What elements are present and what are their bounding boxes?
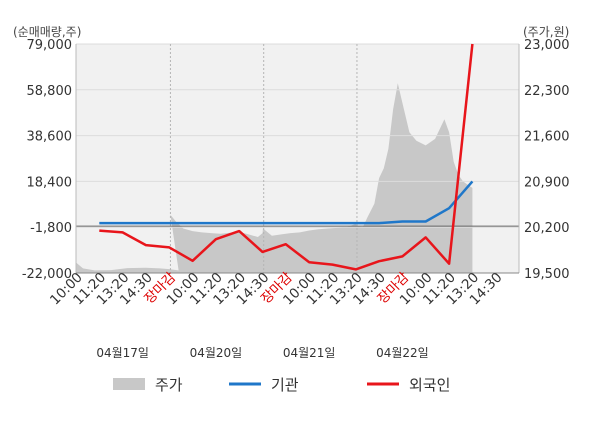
left-tick-label: 38,600 bbox=[27, 130, 73, 145]
left-tick-label: 79,000 bbox=[27, 38, 73, 53]
legend-swatch-price bbox=[113, 378, 145, 390]
legend-label: 기관 bbox=[271, 376, 299, 394]
gridlines bbox=[75, 43, 520, 274]
series-lines bbox=[99, 43, 474, 271]
left-tick-label: -1,800 bbox=[30, 221, 72, 236]
right-tick-label: 23,000 bbox=[524, 38, 570, 53]
series-line-기관 bbox=[99, 180, 474, 225]
left-axis-unit: (순매매량,주) bbox=[13, 25, 81, 39]
date-label: 04월21일 bbox=[283, 346, 336, 360]
left-tick-label: -22,000 bbox=[22, 267, 72, 282]
price-area bbox=[76, 83, 473, 273]
right-tick-label: 19,500 bbox=[524, 267, 570, 282]
left-tick-label: 58,800 bbox=[27, 84, 73, 99]
legend-label: 주가 bbox=[155, 376, 183, 394]
price-area-layer bbox=[76, 83, 473, 273]
right-tick-label: 20,200 bbox=[524, 221, 570, 236]
date-label: 04월17일 bbox=[96, 346, 149, 360]
right-axis-unit: (주가,원) bbox=[523, 25, 569, 39]
right-tick-label: 21,600 bbox=[524, 130, 570, 145]
legend: 주가 기관 외국인 bbox=[113, 376, 450, 394]
date-label: 04월22일 bbox=[376, 346, 429, 360]
date-label: 04월20일 bbox=[190, 346, 243, 360]
right-tick-label: 22,300 bbox=[524, 84, 570, 99]
left-tick-label: 18,400 bbox=[27, 175, 73, 190]
series-line-외국인 bbox=[99, 43, 474, 271]
legend-label: 외국인 bbox=[409, 376, 450, 394]
right-tick-label: 20,900 bbox=[524, 175, 570, 190]
